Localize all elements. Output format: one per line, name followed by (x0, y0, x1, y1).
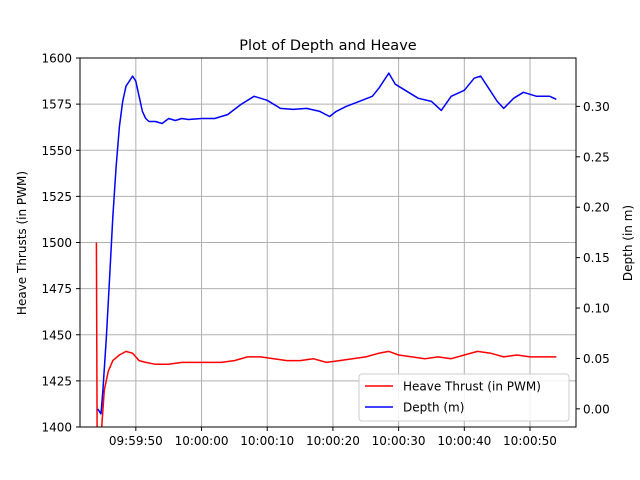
x-tick-label: 10:00:30 (372, 434, 426, 448)
y-left-tick-label: 1425 (41, 374, 72, 388)
y-right-tick-label: 0.20 (583, 201, 610, 215)
x-tick-label: 10:00:20 (306, 434, 360, 448)
chart-title: Plot of Depth and Heave (239, 38, 416, 54)
legend-box (358, 373, 570, 422)
y-left-tick-label: 1450 (41, 328, 72, 342)
y-right-axis-label: Depth (in m) (621, 205, 635, 281)
y-left-tick-label: 1475 (41, 282, 72, 296)
x-tick-label: 10:00:10 (240, 434, 294, 448)
axes: 09:59:50 10:00:00 10:00:10 10:00:20 10:00:30… (41, 52, 609, 449)
y-right-tick-label: 0.05 (583, 352, 610, 366)
y-left-tick-label: 1600 (41, 52, 72, 66)
y-right-tick-label: 0.15 (583, 251, 610, 265)
y-right-tick-label: 0.00 (583, 402, 610, 416)
x-tick-label: 10:00:50 (503, 434, 557, 448)
y-left-tick-label: 1525 (41, 190, 72, 204)
y-left-tick-label: 1550 (41, 144, 72, 158)
legend-label: Heave Thrust (in PWM) (403, 380, 541, 394)
legend: Heave Thrust (in PWM) Depth (m) (358, 373, 570, 422)
y-left-tick-label: 1575 (41, 98, 72, 112)
series-line (95, 242, 557, 427)
y-left-axis-label: Heave Thrusts (in PWM) (15, 171, 29, 315)
series-line (97, 72, 557, 415)
x-tick-label: 09:59:50 (109, 434, 163, 448)
y-left-tick-label: 1500 (41, 236, 72, 250)
x-tick-label: 10:00:00 (175, 434, 229, 448)
y-right-tick-label: 0.10 (583, 302, 610, 316)
x-tick-label: 10:00:40 (437, 434, 491, 448)
series-group (95, 72, 557, 427)
y-right-tick-label: 0.25 (583, 150, 610, 164)
y-left-tick-label: 1400 (41, 421, 72, 435)
legend-label: Depth (m) (403, 401, 464, 415)
y-right-tick-label: 0.30 (583, 100, 610, 114)
